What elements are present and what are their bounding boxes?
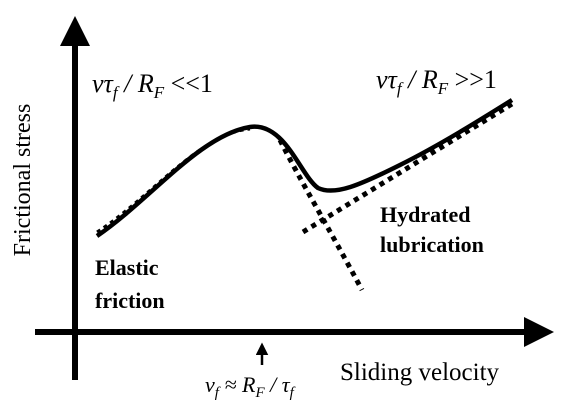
elastic-asymptote (96, 127, 251, 234)
left-regime: vτf / RF <<1 (92, 69, 213, 102)
right-regime: vτf / RF >>1 (376, 65, 497, 98)
right-label: Hydrated (380, 202, 470, 227)
y-axis-label: Frictional stress (10, 104, 36, 257)
left-label: friction (95, 288, 165, 313)
lubrication-asymptote (301, 101, 514, 235)
left-label: Elastic (95, 255, 159, 280)
friction-curve (95, 98, 514, 238)
marker-label: vf ≈ RF / τf (205, 372, 296, 401)
elastic-extension (277, 138, 365, 292)
x-axis-label: Sliding velocity (340, 359, 500, 386)
right-label: lubrication (380, 232, 484, 257)
